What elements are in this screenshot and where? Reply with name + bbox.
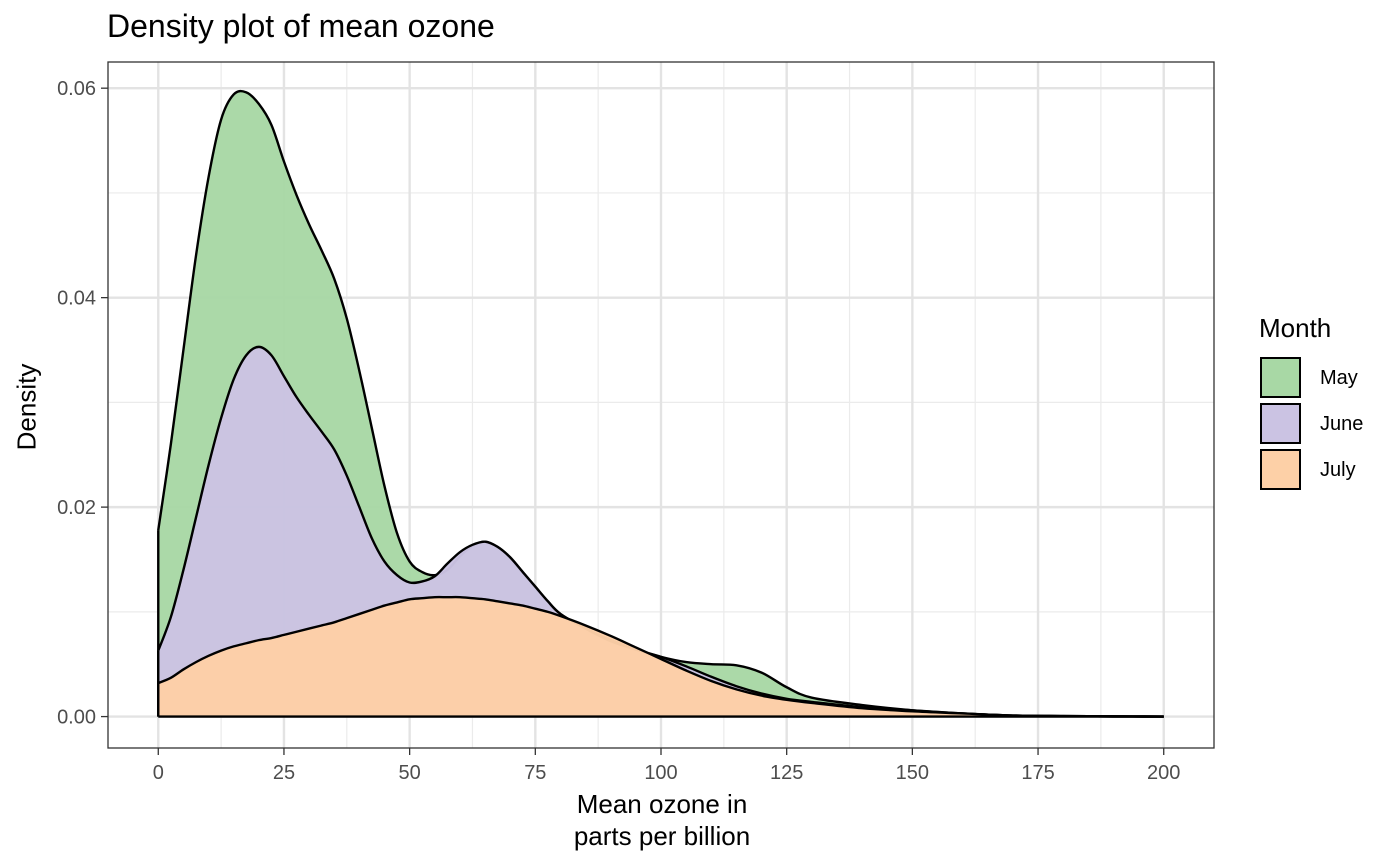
legend-item-july: July (1259, 449, 1389, 493)
x-tick-label: 75 (524, 762, 546, 784)
x-tick-label: 175 (1021, 762, 1054, 784)
x-axis: 0 25 50 75 100 125 150 175 200 (153, 748, 1180, 784)
y-tick-label: 0.04 (57, 288, 96, 310)
x-axis-label-line-1: Mean ozone in (576, 789, 748, 819)
x-tick-label: 25 (273, 762, 295, 784)
y-axis: 0.00 0.02 0.04 0.06 (57, 78, 108, 729)
x-tick-label: 200 (1147, 762, 1180, 784)
legend-item-june: June (1259, 403, 1389, 447)
legend-label-may: May (1320, 367, 1358, 389)
area-july (158, 597, 1164, 717)
density-areas (157, 89, 1164, 718)
legend-swatch-june (1260, 403, 1301, 444)
legend-swatch-may (1260, 357, 1301, 398)
x-tick-label: 0 (153, 762, 164, 784)
x-tick-label: 100 (644, 762, 677, 784)
x-axis-label-line-2: parts per billion (573, 821, 751, 851)
legend-item-may: May (1259, 357, 1389, 401)
x-tick-label: 125 (770, 762, 803, 784)
legend-swatch-july (1260, 449, 1301, 490)
y-tick-label: 0.00 (57, 707, 96, 729)
y-tick-label: 0.06 (57, 78, 96, 100)
line-july (157, 595, 1164, 718)
x-tick-label: 150 (896, 762, 929, 784)
chart-title: Density plot of mean ozone (107, 8, 495, 44)
y-tick-label: 0.02 (57, 497, 96, 519)
legend-label-june: June (1320, 413, 1364, 435)
x-tick-label: 50 (399, 762, 421, 784)
legend-title: Month (1259, 313, 1332, 343)
y-axis-label: Density (11, 363, 42, 451)
x-axis-label: Mean ozone in parts per billion (512, 788, 812, 852)
legend-label-july: July (1320, 459, 1356, 481)
